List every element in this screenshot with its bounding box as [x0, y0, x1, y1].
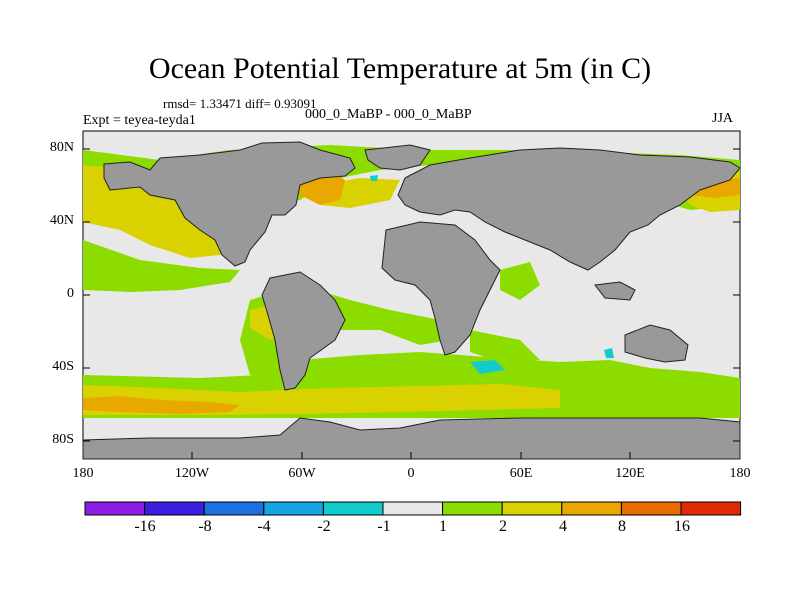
- map-title: Ocean Potential Temperature at 5m (in C): [148, 52, 652, 85]
- landmass-eurasia: [397, 147, 741, 271]
- land-masses: [82, 141, 741, 460]
- legend-label: -4: [257, 518, 271, 535]
- color-legend: [84, 501, 742, 516]
- legend-label: 1: [439, 518, 447, 535]
- legend-label: 4: [559, 518, 567, 535]
- landmass-greenland: [364, 144, 431, 171]
- legend-color-box: [263, 501, 324, 516]
- landmass-se-asia: [594, 281, 636, 301]
- legend-color-box: [501, 501, 563, 516]
- legend-label: -2: [317, 518, 331, 535]
- legend-color-box: [442, 501, 503, 516]
- landmass-australia: [624, 324, 689, 363]
- landmass-africa: [381, 221, 501, 356]
- legend-label: -16: [134, 518, 156, 535]
- landmass-north-america: [103, 141, 356, 267]
- legend-color-box: [561, 501, 622, 516]
- legend-label: 16: [674, 518, 690, 535]
- legend-label: 2: [499, 518, 507, 535]
- lon-label-120w: 120W: [174, 466, 210, 481]
- landmass-south-america: [261, 271, 346, 391]
- lon-label-60w: 60W: [288, 466, 316, 481]
- lon-label-0: 0: [407, 466, 415, 481]
- rmsd-diff-stats: rmsd= 1.33471 diff= 0.93091: [163, 96, 317, 111]
- legend-color-box: [680, 501, 742, 516]
- lat-label-0: 0: [67, 286, 74, 301]
- legend-color-box: [84, 501, 146, 516]
- axis-ticks: [83, 148, 740, 459]
- lon-label-180w: 180: [72, 466, 94, 481]
- legend-label: -8: [198, 518, 212, 535]
- legend-color-box: [322, 501, 384, 516]
- lon-label-60e: 60E: [509, 466, 533, 481]
- lon-label-180e: 180: [729, 466, 751, 481]
- season-label: JJA: [712, 111, 734, 126]
- legend-label: -1: [377, 518, 391, 535]
- legend-color-box: [382, 501, 444, 516]
- lat-label-80s: 80S: [52, 432, 74, 447]
- legend-color-box: [620, 501, 682, 516]
- legend-color-box: [144, 501, 205, 516]
- legend-color-box: [203, 501, 265, 516]
- lat-label-40s: 40S: [52, 359, 74, 374]
- period-subtitle: 000_0_MaBP - 000_0_MaBP: [305, 107, 472, 122]
- lat-label-80n: 80N: [49, 140, 74, 155]
- lat-label-40n: 40N: [49, 213, 74, 228]
- legend-label: 8: [618, 518, 626, 535]
- lon-label-120e: 120E: [615, 466, 645, 481]
- experiment-label: Expt = teyea-teyda1: [83, 113, 196, 128]
